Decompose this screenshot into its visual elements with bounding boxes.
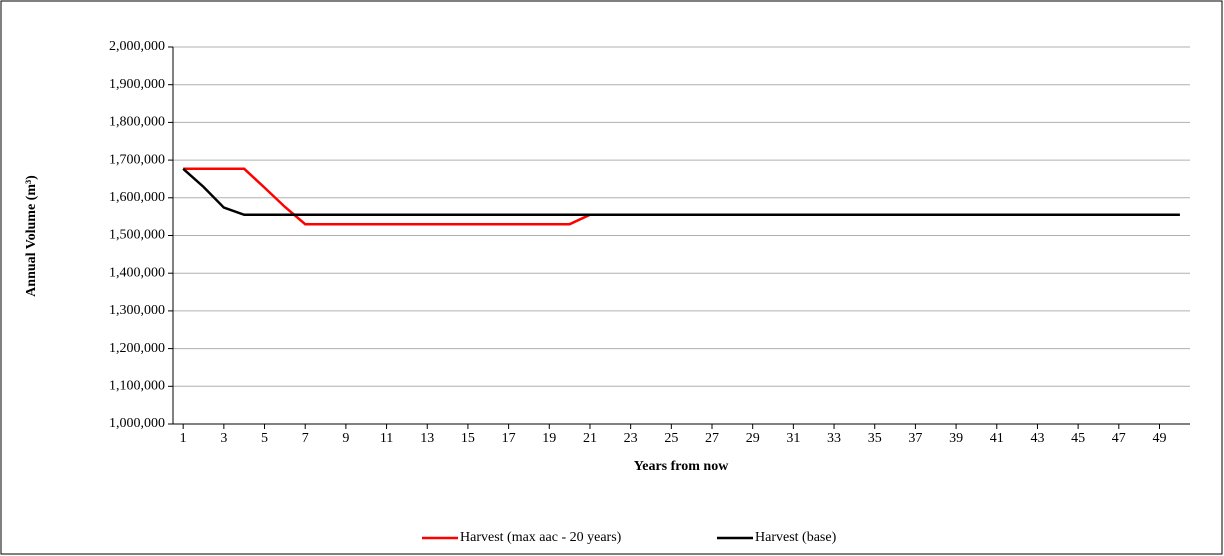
- y-tick-label: 1,800,000: [109, 115, 165, 130]
- x-tick-label: 1: [180, 431, 187, 446]
- y-tick-label: 1,100,000: [109, 379, 165, 394]
- y-tick-label: 2,000,000: [109, 39, 165, 54]
- x-tick-label: 23: [624, 431, 638, 446]
- x-tick-label: 17: [502, 431, 516, 446]
- legend-label: Harvest (base): [755, 530, 837, 545]
- x-tick-label: 5: [261, 431, 268, 446]
- y-tick-label: 1,600,000: [109, 190, 165, 205]
- y-tick-label: 1,500,000: [109, 228, 165, 243]
- legend-label: Harvest (max aac - 20 years): [460, 530, 622, 545]
- y-tick-label: 1,900,000: [109, 77, 165, 92]
- x-tick-label: 33: [827, 431, 841, 446]
- x-tick-label: 41: [990, 431, 1004, 446]
- x-tick-label: 37: [908, 431, 922, 446]
- x-tick-label: 11: [380, 431, 393, 446]
- y-tick-label: 1,300,000: [109, 303, 165, 318]
- x-tick-label: 7: [302, 431, 309, 446]
- x-tick-label: 43: [1030, 431, 1044, 446]
- x-tick-label: 21: [583, 431, 597, 446]
- x-axis-label: Years from now: [634, 459, 730, 474]
- y-tick-label: 1,200,000: [109, 341, 165, 356]
- x-tick-label: 27: [705, 431, 719, 446]
- y-tick-label: 1,400,000: [109, 265, 165, 280]
- x-tick-label: 25: [664, 431, 678, 446]
- x-tick-label: 9: [342, 431, 349, 446]
- x-tick-label: 31: [786, 431, 800, 446]
- x-tick-label: 47: [1112, 431, 1126, 446]
- x-tick-label: 49: [1152, 431, 1166, 446]
- x-tick-label: 39: [949, 431, 963, 446]
- x-tick-label: 29: [746, 431, 760, 446]
- y-tick-label: 1,700,000: [109, 152, 165, 167]
- y-tick-label: 1,000,000: [109, 416, 165, 431]
- x-tick-label: 19: [542, 431, 556, 446]
- x-tick-label: 45: [1071, 431, 1085, 446]
- x-tick-label: 13: [420, 431, 434, 446]
- y-axis-label: Annual Volume (m³): [24, 175, 39, 297]
- x-tick-label: 35: [868, 431, 882, 446]
- x-tick-label: 15: [461, 431, 475, 446]
- series-line: [182, 167, 1180, 217]
- x-tick-label: 3: [220, 431, 227, 446]
